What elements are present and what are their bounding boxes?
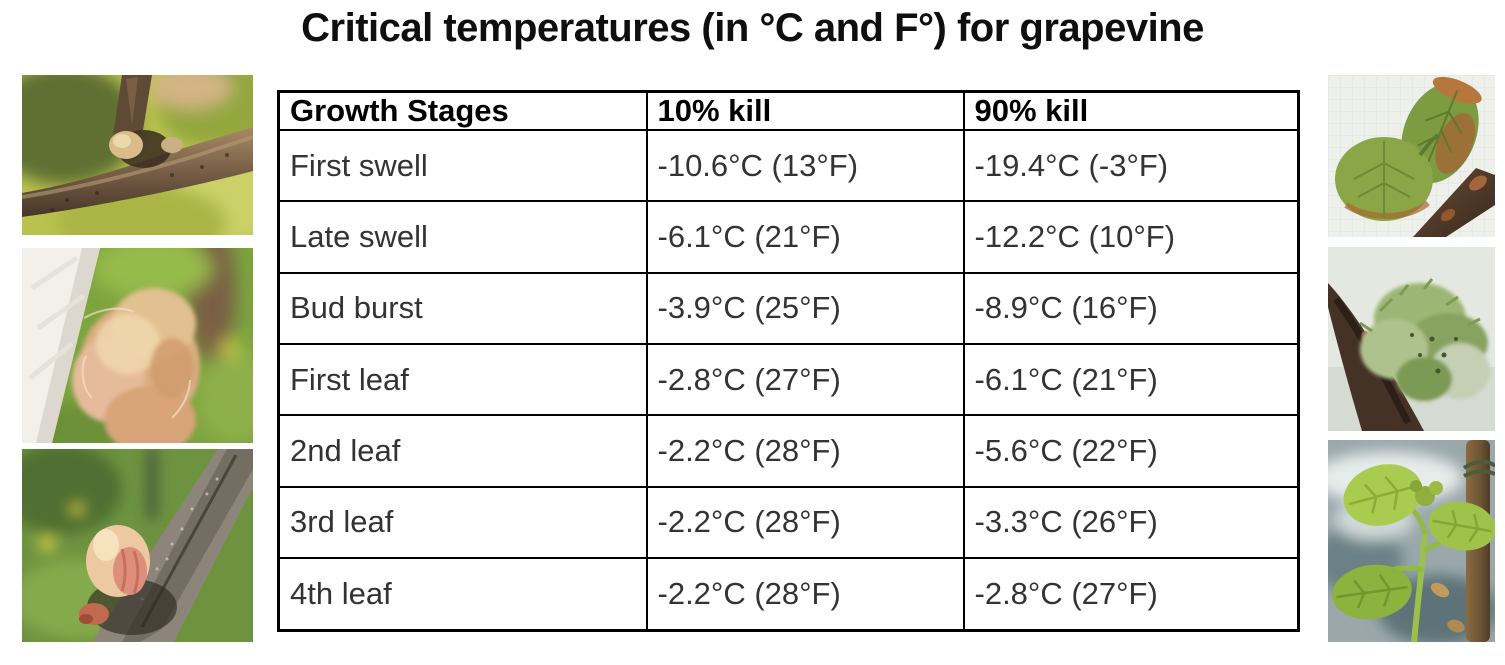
table-row: 3rd leaf -2.2°C (28°F) -3.3°C (26°F) [277,485,1300,560]
cell-kill10: -2.2°C (28°F) [645,414,965,488]
young-shoot-illustration [1328,440,1495,642]
table-row: Bud burst -3.9°C (25°F) -8.9°C (16°F) [277,271,1300,346]
photo-late-swell-bud [22,248,253,443]
photo-second-third-leaf [1328,247,1495,431]
photo-fourth-leaf-shoot [1328,440,1495,642]
cell-kill90: -8.9°C (16°F) [962,271,1300,346]
photo-bud-burst [22,449,253,642]
cell-kill10: -6.1°C (21°F) [645,200,965,274]
critical-temperatures-table: Growth Stages 10% kill 90% kill First sw… [277,90,1300,632]
cell-kill10: -10.6°C (13°F) [645,128,965,203]
cell-kill10: -2.2°C (28°F) [645,557,965,632]
cell-stage: 2nd leaf [277,414,648,488]
table-row: Late swell -6.1°C (21°F) -12.2°C (10°F) [277,200,1300,274]
cell-kill90: -6.1°C (21°F) [962,343,1300,417]
cell-kill90: -3.3°C (26°F) [962,485,1300,560]
header-growth-stages: Growth Stages [277,90,648,131]
bud-burst-illustration [22,449,253,642]
cell-stage: 3rd leaf [277,485,648,560]
critical-temperatures-table-container: Growth Stages 10% kill 90% kill First sw… [277,90,1300,632]
cell-kill90: -2.8°C (27°F) [962,557,1300,632]
cell-kill10: -2.8°C (27°F) [645,343,965,417]
header-90-percent-kill: 90% kill [962,90,1300,131]
table-header-row: Growth Stages 10% kill 90% kill [277,90,1300,131]
photo-first-leaf [1328,75,1495,237]
first-leaf-illustration [1328,75,1495,237]
cell-stage: First leaf [277,343,648,417]
table-row: First leaf -2.8°C (27°F) -6.1°C (21°F) [277,343,1300,417]
cell-stage: 4th leaf [277,557,648,632]
table-row: First swell -10.6°C (13°F) -19.4°C (-3°F… [277,128,1300,203]
page-title: Critical temperatures (in °C and F°) for… [301,6,1204,50]
table-row: 4th leaf -2.2°C (28°F) -2.8°C (27°F) [277,557,1300,632]
cell-kill10: -3.9°C (25°F) [645,271,965,346]
cell-kill90: -19.4°C (-3°F) [962,128,1300,203]
young-leaves-illustration [1328,247,1495,431]
cell-kill90: -12.2°C (10°F) [962,200,1300,274]
header-10-percent-kill: 10% kill [645,90,965,131]
table-row: 2nd leaf -2.2°C (28°F) -5.6°C (22°F) [277,414,1300,488]
first-swell-illustration [22,75,253,235]
photo-first-swell-bud [22,75,253,235]
cell-stage: First swell [277,128,648,203]
cell-kill90: -5.6°C (22°F) [962,414,1300,488]
cell-stage: Late swell [277,200,648,274]
late-swell-illustration [22,248,253,443]
cell-kill10: -2.2°C (28°F) [645,485,965,560]
cell-stage: Bud burst [277,271,648,346]
